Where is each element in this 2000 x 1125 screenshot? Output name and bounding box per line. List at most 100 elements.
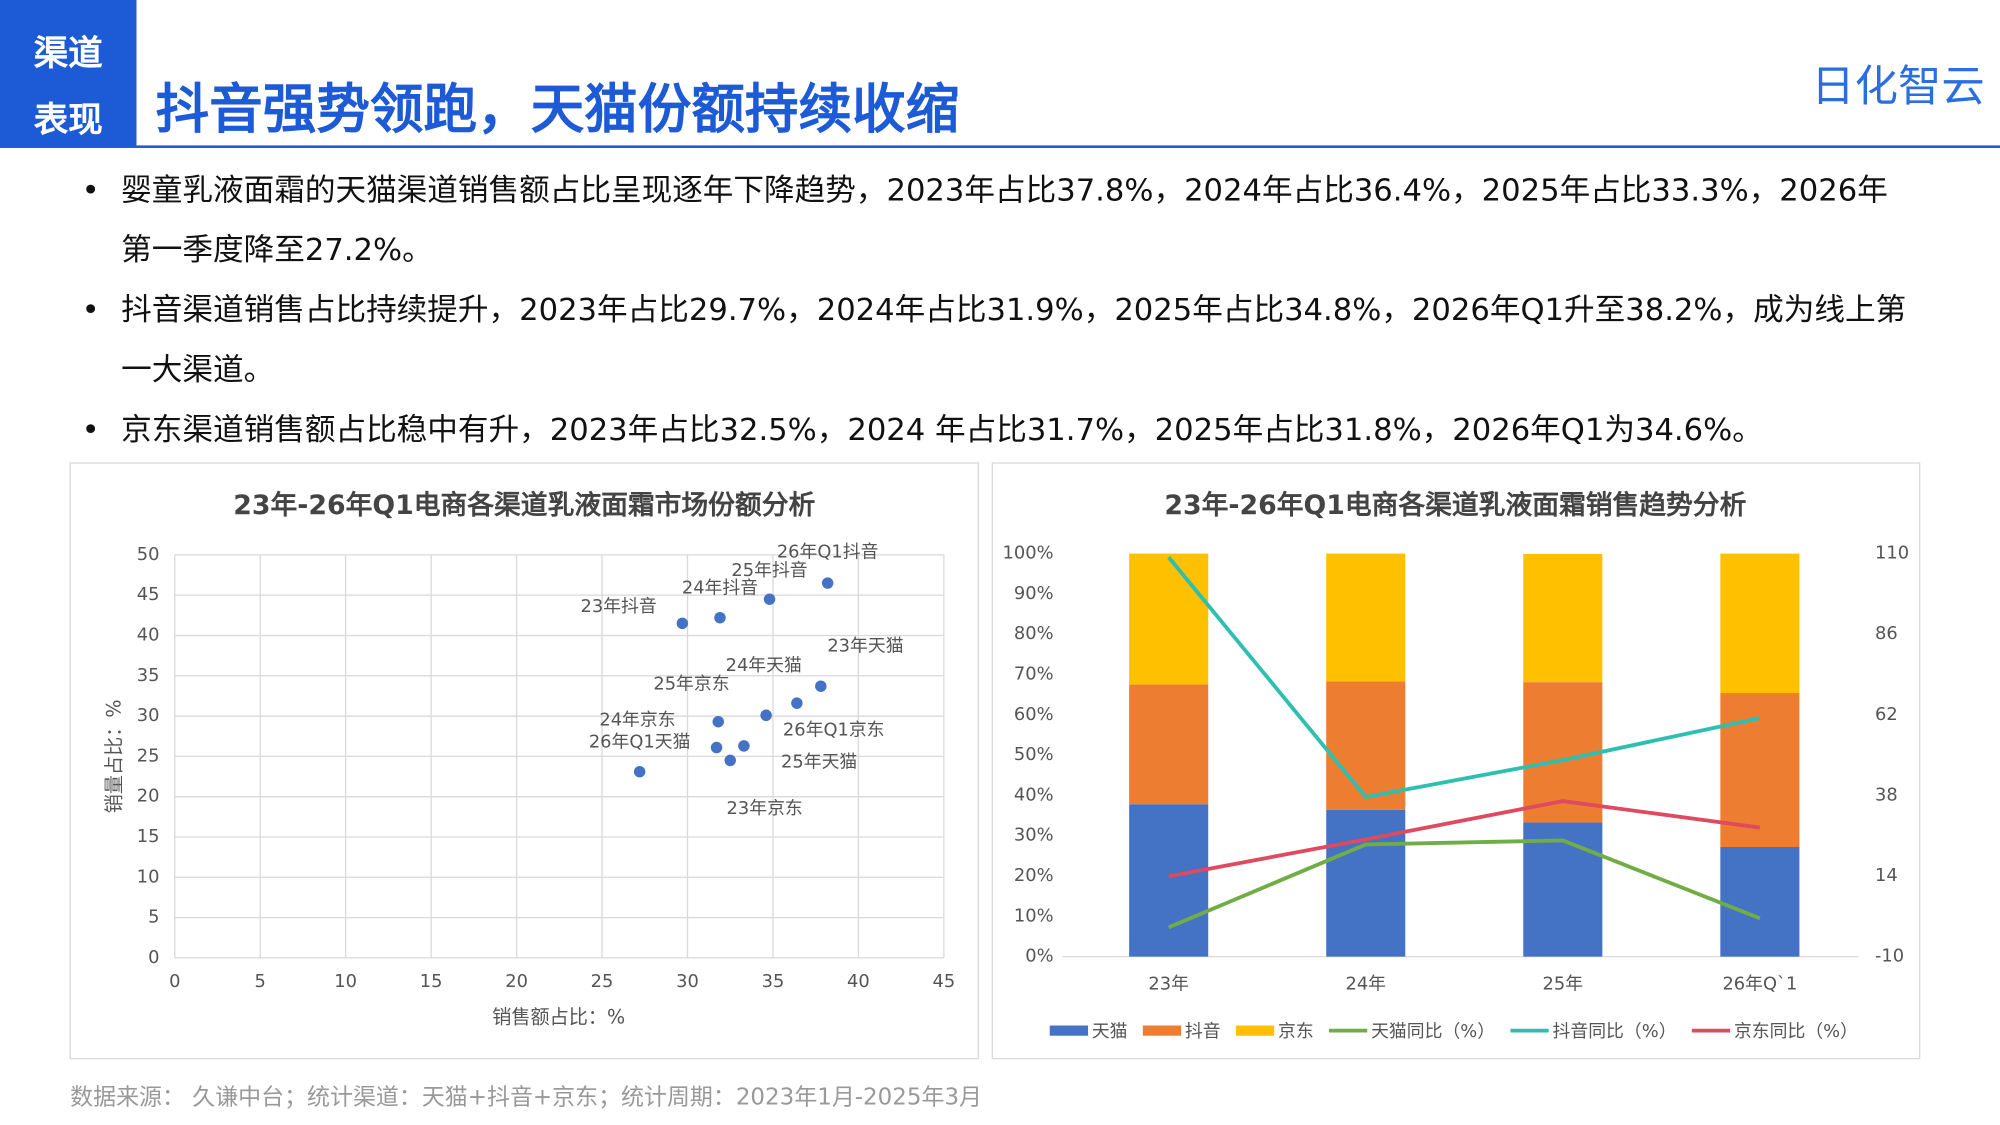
point-label: 24年抖音	[682, 577, 758, 598]
bar	[1129, 684, 1209, 805]
point-label: 26年Q1天猫	[589, 731, 691, 752]
y-tick-label: 40%	[1014, 784, 1054, 805]
y-tick-label: 15	[137, 826, 160, 847]
point	[763, 593, 776, 605]
tag-line: 表现	[33, 100, 103, 141]
point	[724, 754, 736, 767]
point-label: 23年天猫	[827, 636, 903, 657]
point	[738, 740, 750, 752]
x-tick-label: 0	[169, 971, 180, 992]
point-label: 25年京东	[653, 674, 729, 695]
bar	[1129, 553, 1209, 685]
x-tick-label: 10	[334, 971, 357, 992]
x-tick-label: 15	[420, 971, 443, 992]
legend-swatch	[1142, 1025, 1182, 1036]
x-tick-label: 20	[505, 971, 528, 992]
y2-tick-label: 38	[1875, 784, 1898, 805]
y-tick-label: 70%	[1014, 663, 1054, 684]
x-tick-label: 26年Q`1	[1722, 974, 1797, 995]
y-tick-label: 50	[137, 544, 160, 565]
y-tick-label: 20	[137, 786, 160, 807]
bar	[1129, 804, 1209, 957]
y-tick-label: 50%	[1014, 744, 1054, 765]
y-tick-label: 45	[137, 584, 160, 605]
x-tick-label: 23年	[1148, 974, 1189, 995]
point-label: 26年Q1京东	[783, 720, 885, 741]
logo: 日化智云	[1811, 61, 1985, 113]
line	[1168, 799, 1761, 879]
y2-tick-label: 14	[1875, 865, 1898, 886]
chart-title: 23年-26年Q1电商各渠道乳液面霜销售趋势分析	[1164, 489, 1746, 521]
y-tick-label: 5	[148, 907, 159, 928]
point	[791, 697, 803, 709]
y-tick-label: 20%	[1014, 865, 1054, 886]
y-tick-label: 30	[137, 705, 160, 726]
line	[1167, 838, 1761, 930]
bar	[1326, 809, 1406, 957]
bar	[1326, 681, 1406, 810]
point	[712, 715, 725, 728]
y-tick-label: 90%	[1014, 583, 1054, 604]
bar	[1523, 682, 1603, 823]
point-label: 23年抖音	[580, 596, 656, 617]
y-tick-label: 10%	[1014, 905, 1054, 926]
y-tick-label: 0%	[1025, 946, 1053, 967]
source-note: 数据来源： 久谦中台；统计渠道：天猫+抖音+京东；统计周期：2023年1月-20…	[70, 1084, 983, 1111]
point-label: 26年Q1抖音	[777, 541, 879, 562]
header-rule	[0, 145, 2000, 148]
x-tick-label: 35	[762, 971, 785, 992]
y2-tick-label: 62	[1875, 704, 1898, 725]
bullet: 抖音渠道销售占比持续提升，2023年占比29.7%，2024年占比31.9%，2…	[79, 281, 1916, 401]
point	[676, 617, 689, 630]
chart-title: 23年-26年Q1电商各渠道乳液面霜市场份额分析	[233, 489, 815, 521]
y2-tick-label: 110	[1875, 543, 1909, 564]
bullet-list: 婴童乳液面霜的天猫渠道销售额占比呈现逐年下降趋势，2023年占比37.8%，20…	[79, 161, 1916, 461]
y-tick-label: 30%	[1014, 825, 1054, 846]
bar	[1523, 553, 1603, 683]
legend-swatch	[1235, 1025, 1275, 1036]
legend-label: 抖音	[1185, 1021, 1221, 1042]
y-tick-label: 100%	[1003, 543, 1054, 564]
x-tick-label: 30	[676, 971, 699, 992]
x-tick-label: 5	[255, 971, 266, 992]
point-label: 25年抖音	[731, 560, 807, 581]
bar	[1720, 553, 1800, 694]
point	[710, 741, 723, 754]
y2-tick-label: 86	[1875, 623, 1898, 644]
legend-label: 天猫	[1092, 1021, 1128, 1042]
y-tick-label: 40	[137, 624, 160, 645]
point	[633, 765, 646, 778]
line	[1167, 556, 1761, 800]
y-tick-label: 10	[137, 866, 160, 887]
point	[760, 709, 772, 722]
section-tag: 渠道 表现	[0, 0, 137, 147]
point-label: 24年天猫	[726, 655, 802, 676]
point	[821, 577, 834, 589]
x-tick-label: 40	[847, 971, 870, 992]
point-label: 23年京东	[727, 798, 803, 819]
bar	[1523, 822, 1603, 957]
legend-label: 天猫同比（%）	[1371, 1021, 1495, 1042]
chart-panel	[69, 462, 979, 1060]
point	[815, 680, 827, 692]
y-tick-label: 35	[137, 665, 160, 686]
x-tick-label: 25年	[1543, 974, 1584, 995]
bullet: 京东渠道销售额占比稳中有升，2023年占比32.5%，2024 年占比31.7%…	[79, 401, 1916, 461]
y-tick-label: 25	[137, 745, 160, 766]
x-axis-title: 销售额占比：%	[492, 1005, 625, 1028]
x-tick-label: 24年	[1345, 974, 1386, 995]
legend-label: 抖音同比（%）	[1553, 1021, 1677, 1042]
y-tick-label: 0	[148, 947, 159, 968]
bar	[1326, 553, 1406, 682]
x-tick-label: 45	[933, 971, 956, 992]
page-title: 抖音强势领跑，天猫份额持续收缩	[155, 77, 960, 141]
point-label: 25年天猫	[781, 751, 857, 772]
y-tick-label: 60%	[1014, 704, 1054, 725]
bullet: 婴童乳液面霜的天猫渠道销售额占比呈现逐年下降趋势，2023年占比37.8%，20…	[79, 161, 1916, 281]
legend-label: 京东同比（%）	[1734, 1021, 1858, 1042]
x-tick-label: 25	[591, 971, 614, 992]
bar	[1720, 846, 1800, 957]
